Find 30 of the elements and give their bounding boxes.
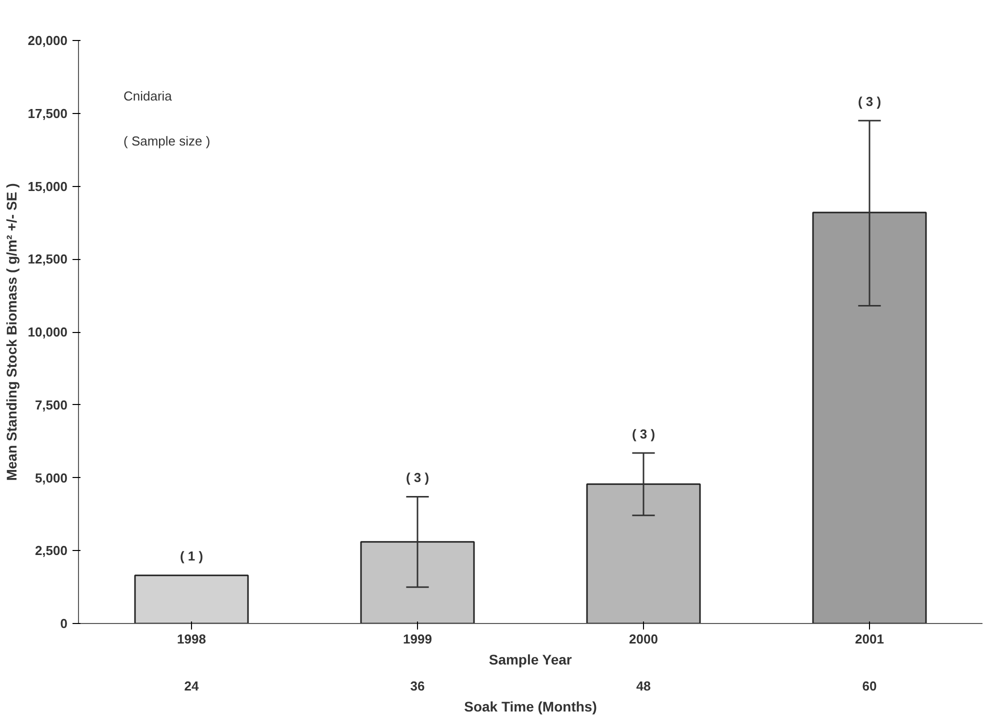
annotation: ( 3 ) [858,94,882,110]
text: 60 [862,678,877,694]
y-tick-label: 20,000 [28,33,68,48]
x-tick-label: 1999 [403,632,432,646]
annotation: ( Sample size ) [124,134,210,148]
text: 48 [636,678,651,694]
x-tick-label: 1998 [177,632,206,646]
y-tick-label: 17,500 [28,106,68,121]
y-tick-label: 2,500 [34,543,68,558]
bar [360,541,475,624]
y-tick-label: 5,000 [34,470,68,486]
y-tick-label: 15,000 [28,178,68,194]
text: 24 [184,678,200,694]
bar [134,574,249,624]
bar [812,212,927,624]
x-tick-label: 2001 [855,632,884,646]
y-tick-label: 12,500 [28,252,68,267]
annotation: ( 3 ) [406,470,430,486]
annotation: ( 3 ) [632,426,656,442]
annotation: ( 1 ) [180,548,204,564]
y-tick-label: 0 [60,616,68,631]
y-axis-title: Mean Standing Stock Biomass ( g/m² +/- SE ) [4,183,20,481]
text: 36 [410,678,425,694]
annotation: Cnidaria [124,88,173,104]
y-tick-label: 7,500 [34,397,68,412]
x2-axis-title: Soak Time (Months) [464,698,597,714]
y-tick-label: 10,000 [28,324,68,340]
x-axis-title: Sample Year [488,652,572,668]
x-tick-label: 2000 [629,632,658,646]
bar [586,483,701,624]
